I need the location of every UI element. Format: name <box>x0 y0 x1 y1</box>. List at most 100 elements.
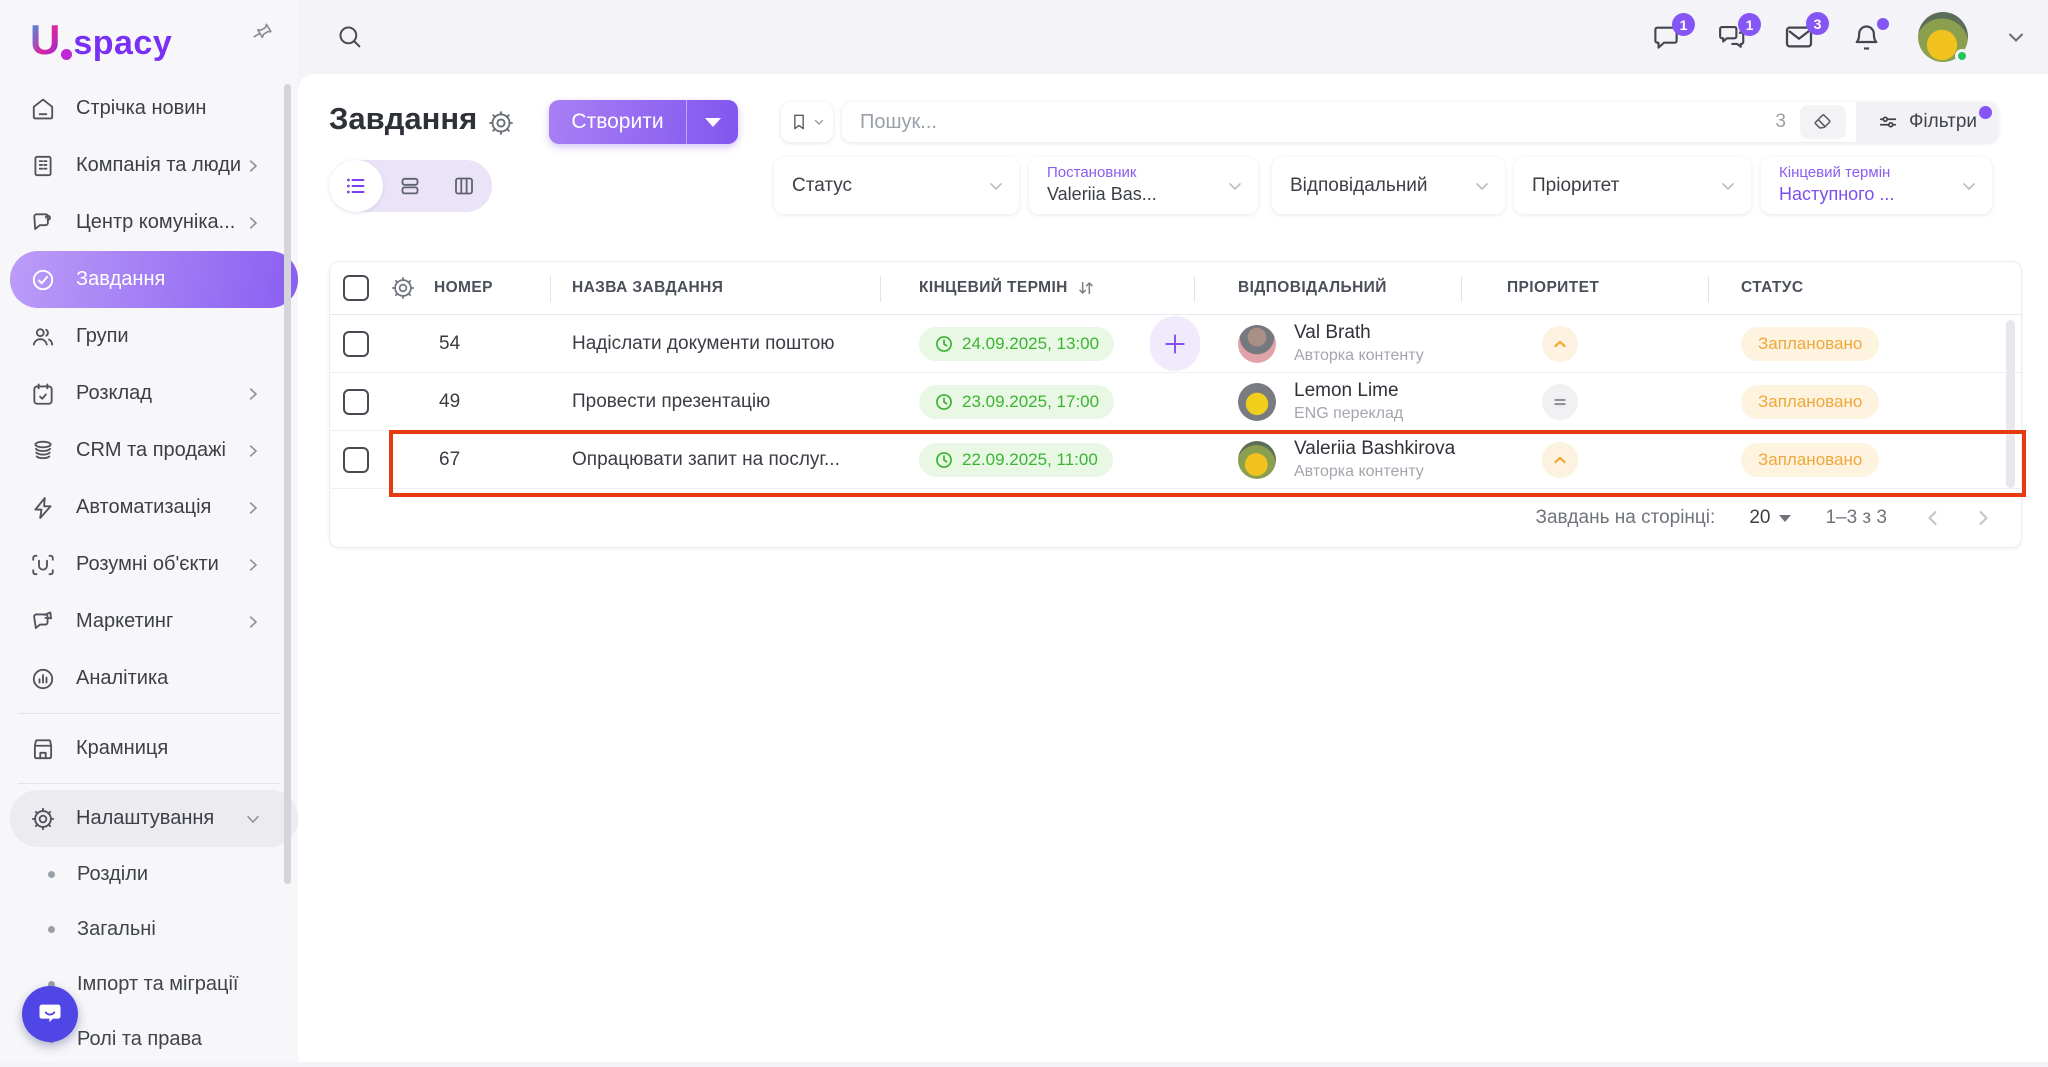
table-header-row: НОМЕР НАЗВА ЗАВДАННЯ КІНЦЕВИЙ ТЕРМІН ВІД… <box>330 262 2021 315</box>
create-task-button[interactable]: Створити <box>571 110 664 133</box>
assignee-name[interactable]: Val Brath <box>1294 322 1371 343</box>
quick-add-button[interactable] <box>1150 316 1200 371</box>
sidebar-item-schedule[interactable]: Розклад <box>0 365 298 422</box>
mail-icon[interactable]: 3 <box>1783 12 1829 53</box>
view-list-button[interactable] <box>329 160 383 212</box>
filters-button[interactable]: Фільтри <box>1856 102 1998 142</box>
caret-down-icon <box>704 117 721 127</box>
task-title[interactable]: Надіслати документи поштою <box>572 332 835 354</box>
row-checkbox[interactable] <box>343 446 369 473</box>
global-search-icon[interactable] <box>336 23 363 50</box>
sidebar-item-crm[interactable]: CRM та продажі <box>0 422 298 479</box>
pin-sidebar-icon[interactable] <box>247 17 276 46</box>
caret-down-icon <box>1779 514 1792 522</box>
sidebar-subitem-sections[interactable]: Розділи <box>0 847 298 902</box>
assignee-name[interactable]: Lemon Lime <box>1294 380 1399 401</box>
assignee-name[interactable]: Valeriia Bashkirova <box>1294 438 1456 459</box>
online-status-dot <box>1955 49 1969 63</box>
active-filter-count: 3 <box>1775 111 1786 132</box>
create-task-dropdown-button[interactable] <box>686 100 738 144</box>
sidebar-subitem-general[interactable]: Загальні <box>0 902 298 957</box>
filter-deadline[interactable]: Кінцевий термін Наступного ... <box>1761 157 1992 214</box>
priority-normal-icon[interactable] <box>1542 383 1578 420</box>
deadline-text: 24.09.2025, 13:00 <box>962 333 1100 353</box>
chevron-right-icon <box>249 558 258 571</box>
table-row-highlighted[interactable]: 67 Опрацювати запит на послуг... 22.09.2… <box>330 431 2021 489</box>
logo-name: spacy <box>73 24 173 62</box>
chevron-down-icon <box>1722 183 1734 191</box>
profile-chevron-down-icon[interactable] <box>2004 25 2028 49</box>
chat-icon[interactable]: 1 <box>1651 13 1695 52</box>
assignee-role: Авторка контенту <box>1294 463 1424 480</box>
filter-label: Відповідальний <box>1290 174 1428 196</box>
sidebar-item-marketing[interactable]: Маркетинг <box>0 593 298 650</box>
clear-filters-button[interactable] <box>1800 105 1846 139</box>
column-header-deadline[interactable]: КІНЦЕВИЙ ТЕРМІН <box>919 279 1068 296</box>
create-task-split-button[interactable]: Створити <box>549 100 738 144</box>
sidebar-item-store[interactable]: Крамниця <box>0 720 298 777</box>
team-chat-badge: 1 <box>1738 13 1761 36</box>
page-settings-gear-icon[interactable] <box>487 109 515 137</box>
plus-icon <box>1165 333 1185 354</box>
chevron-down-icon <box>814 119 823 126</box>
user-avatar[interactable] <box>1918 12 1969 63</box>
saved-filters-button[interactable] <box>781 102 833 142</box>
task-title[interactable]: Провести презентацію <box>572 390 771 412</box>
task-number: 49 <box>439 390 461 412</box>
priority-high-icon[interactable] <box>1542 441 1578 478</box>
sidebar-item-settings[interactable]: Налаштування <box>10 790 298 847</box>
search-bar: 3 Фільтри <box>842 102 1998 142</box>
filter-priority[interactable]: Пріоритет <box>1514 157 1751 214</box>
sidebar-item-smart-objects[interactable]: Розумні об'єкти <box>0 536 298 593</box>
sidebar-item-newsfeed[interactable]: Стрічка новин <box>0 80 298 137</box>
column-header-status[interactable]: СТАТУС <box>1741 279 1804 296</box>
filter-assignee[interactable]: Відповідальний <box>1272 157 1505 214</box>
sort-arrows-icon[interactable] <box>1076 278 1096 298</box>
sidebar-item-analytics[interactable]: Аналітика <box>0 650 298 707</box>
sidebar-subitem-import[interactable]: Імпорт та міграції <box>0 957 298 1012</box>
row-checkbox[interactable] <box>343 330 369 357</box>
filter-author[interactable]: Постановник Valeriia Bas... <box>1029 157 1258 214</box>
table-scrollbar[interactable] <box>2006 320 2015 488</box>
table-settings-gear-icon[interactable] <box>390 275 416 301</box>
column-header-assignee[interactable]: ВІДПОВІДАЛЬНИЙ <box>1238 279 1387 296</box>
row-checkbox[interactable] <box>343 388 369 415</box>
assignee-role: ENG переклад <box>1294 405 1404 422</box>
eraser-icon <box>1814 114 1831 129</box>
column-header-number[interactable]: НОМЕР <box>434 279 493 296</box>
priority-high-icon[interactable] <box>1542 325 1578 362</box>
sidebar-item-label: Крамниця <box>76 737 169 759</box>
status-badge: Заплановано <box>1741 384 1880 419</box>
support-chat-button[interactable] <box>22 986 78 1042</box>
sidebar-item-label: Завдання <box>76 268 166 290</box>
select-all-checkbox[interactable] <box>343 275 369 301</box>
uspacy-logo[interactable]: U spacy <box>30 16 172 64</box>
view-columns-button[interactable] <box>437 160 491 212</box>
page-title: Завдання <box>329 101 478 136</box>
sidebar-item-automation[interactable]: Автоматизація <box>0 479 298 536</box>
sidebar-item-communications[interactable]: Центр комуніка... <box>0 194 298 251</box>
sidebar-item-tasks[interactable]: Завдання <box>10 251 298 308</box>
column-header-title[interactable]: НАЗВА ЗАВДАННЯ <box>572 279 724 296</box>
task-title[interactable]: Опрацювати запит на послуг... <box>572 448 840 470</box>
view-board-button[interactable] <box>383 160 437 212</box>
sliders-icon <box>1879 116 1897 128</box>
per-page-select[interactable]: 20 <box>1749 507 1792 529</box>
column-header-priority[interactable]: ПРІОРИТЕТ <box>1507 279 1600 296</box>
sidebar-divider <box>18 783 280 784</box>
table-row[interactable]: 49 Провести презентацію 23.09.2025, 17:0… <box>330 373 2021 431</box>
filter-status[interactable]: Статус <box>774 157 1019 214</box>
sidebar-item-company[interactable]: Компанія та люди <box>0 137 298 194</box>
sidebar-item-groups[interactable]: Групи <box>0 308 298 365</box>
team-chat-icon[interactable]: 1 <box>1717 13 1761 52</box>
notifications-bell-icon[interactable] <box>1851 17 1889 53</box>
sidebar-item-label: Розумні об'єкти <box>76 553 219 575</box>
search-input[interactable] <box>842 110 1776 134</box>
previous-page-button[interactable] <box>1921 506 1945 530</box>
status-badge: Заплановано <box>1741 326 1880 361</box>
deadline-badge: 24.09.2025, 13:00 <box>919 326 1115 361</box>
next-page-button[interactable] <box>1971 506 1995 530</box>
sidebar-scrollbar[interactable] <box>284 84 291 884</box>
logo-dot <box>61 49 73 60</box>
table-row[interactable]: 54 Надіслати документи поштою 24.09.2025… <box>330 315 2021 373</box>
